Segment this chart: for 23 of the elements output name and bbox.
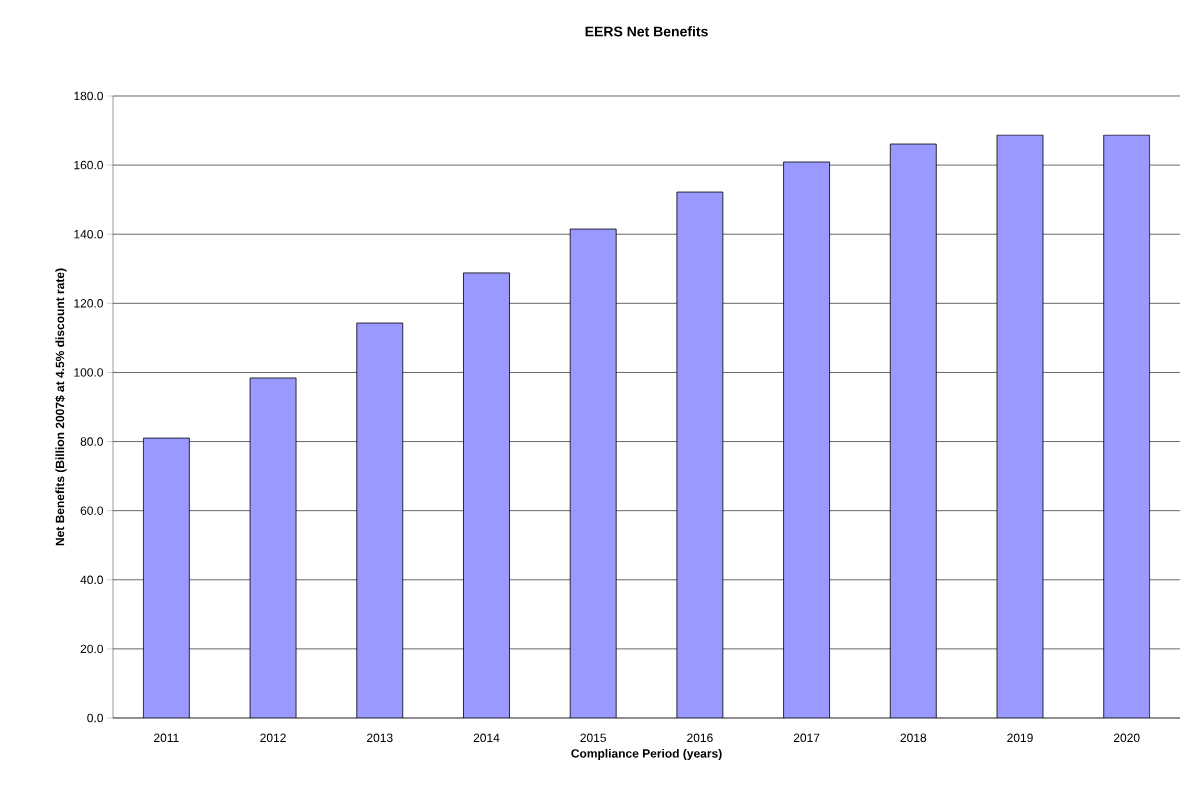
x-tick-label: 2015: [580, 733, 607, 743]
y-tick-label: 140.0: [74, 229, 103, 239]
x-tick-label: 2012: [260, 733, 286, 743]
y-tick-label: 20.0: [80, 644, 103, 654]
x-tick-label: 2016: [687, 733, 713, 743]
x-axis-title: Compliance Period (years): [571, 748, 722, 761]
y-tick-label: 100.0: [74, 368, 103, 377]
y-tick-label: 160.0: [74, 160, 103, 170]
y-tick-label: 0.0: [87, 713, 103, 723]
x-tick-label: 2017: [793, 733, 820, 743]
y-tick-label: 180.0: [74, 91, 103, 101]
chart-title: EERS Net Benefits: [585, 26, 708, 37]
y-tick-label: 60.0: [80, 506, 103, 515]
x-tick-label: 2014: [473, 733, 500, 743]
x-tick-label: 2020: [1113, 733, 1140, 743]
y-tick-label: 120.0: [74, 299, 103, 308]
x-tick-label: 2019: [1007, 733, 1033, 743]
x-tick-label: 2013: [367, 733, 393, 743]
x-tick-label: 2018: [900, 733, 927, 743]
y-axis-title: Net Benefits (Billion 2007$ at 4.5% discount rate): [55, 268, 67, 546]
y-tick-label: 80.0: [80, 437, 103, 446]
y-tick-label: 40.0: [80, 575, 103, 585]
x-tick-label: 2011: [154, 733, 179, 743]
